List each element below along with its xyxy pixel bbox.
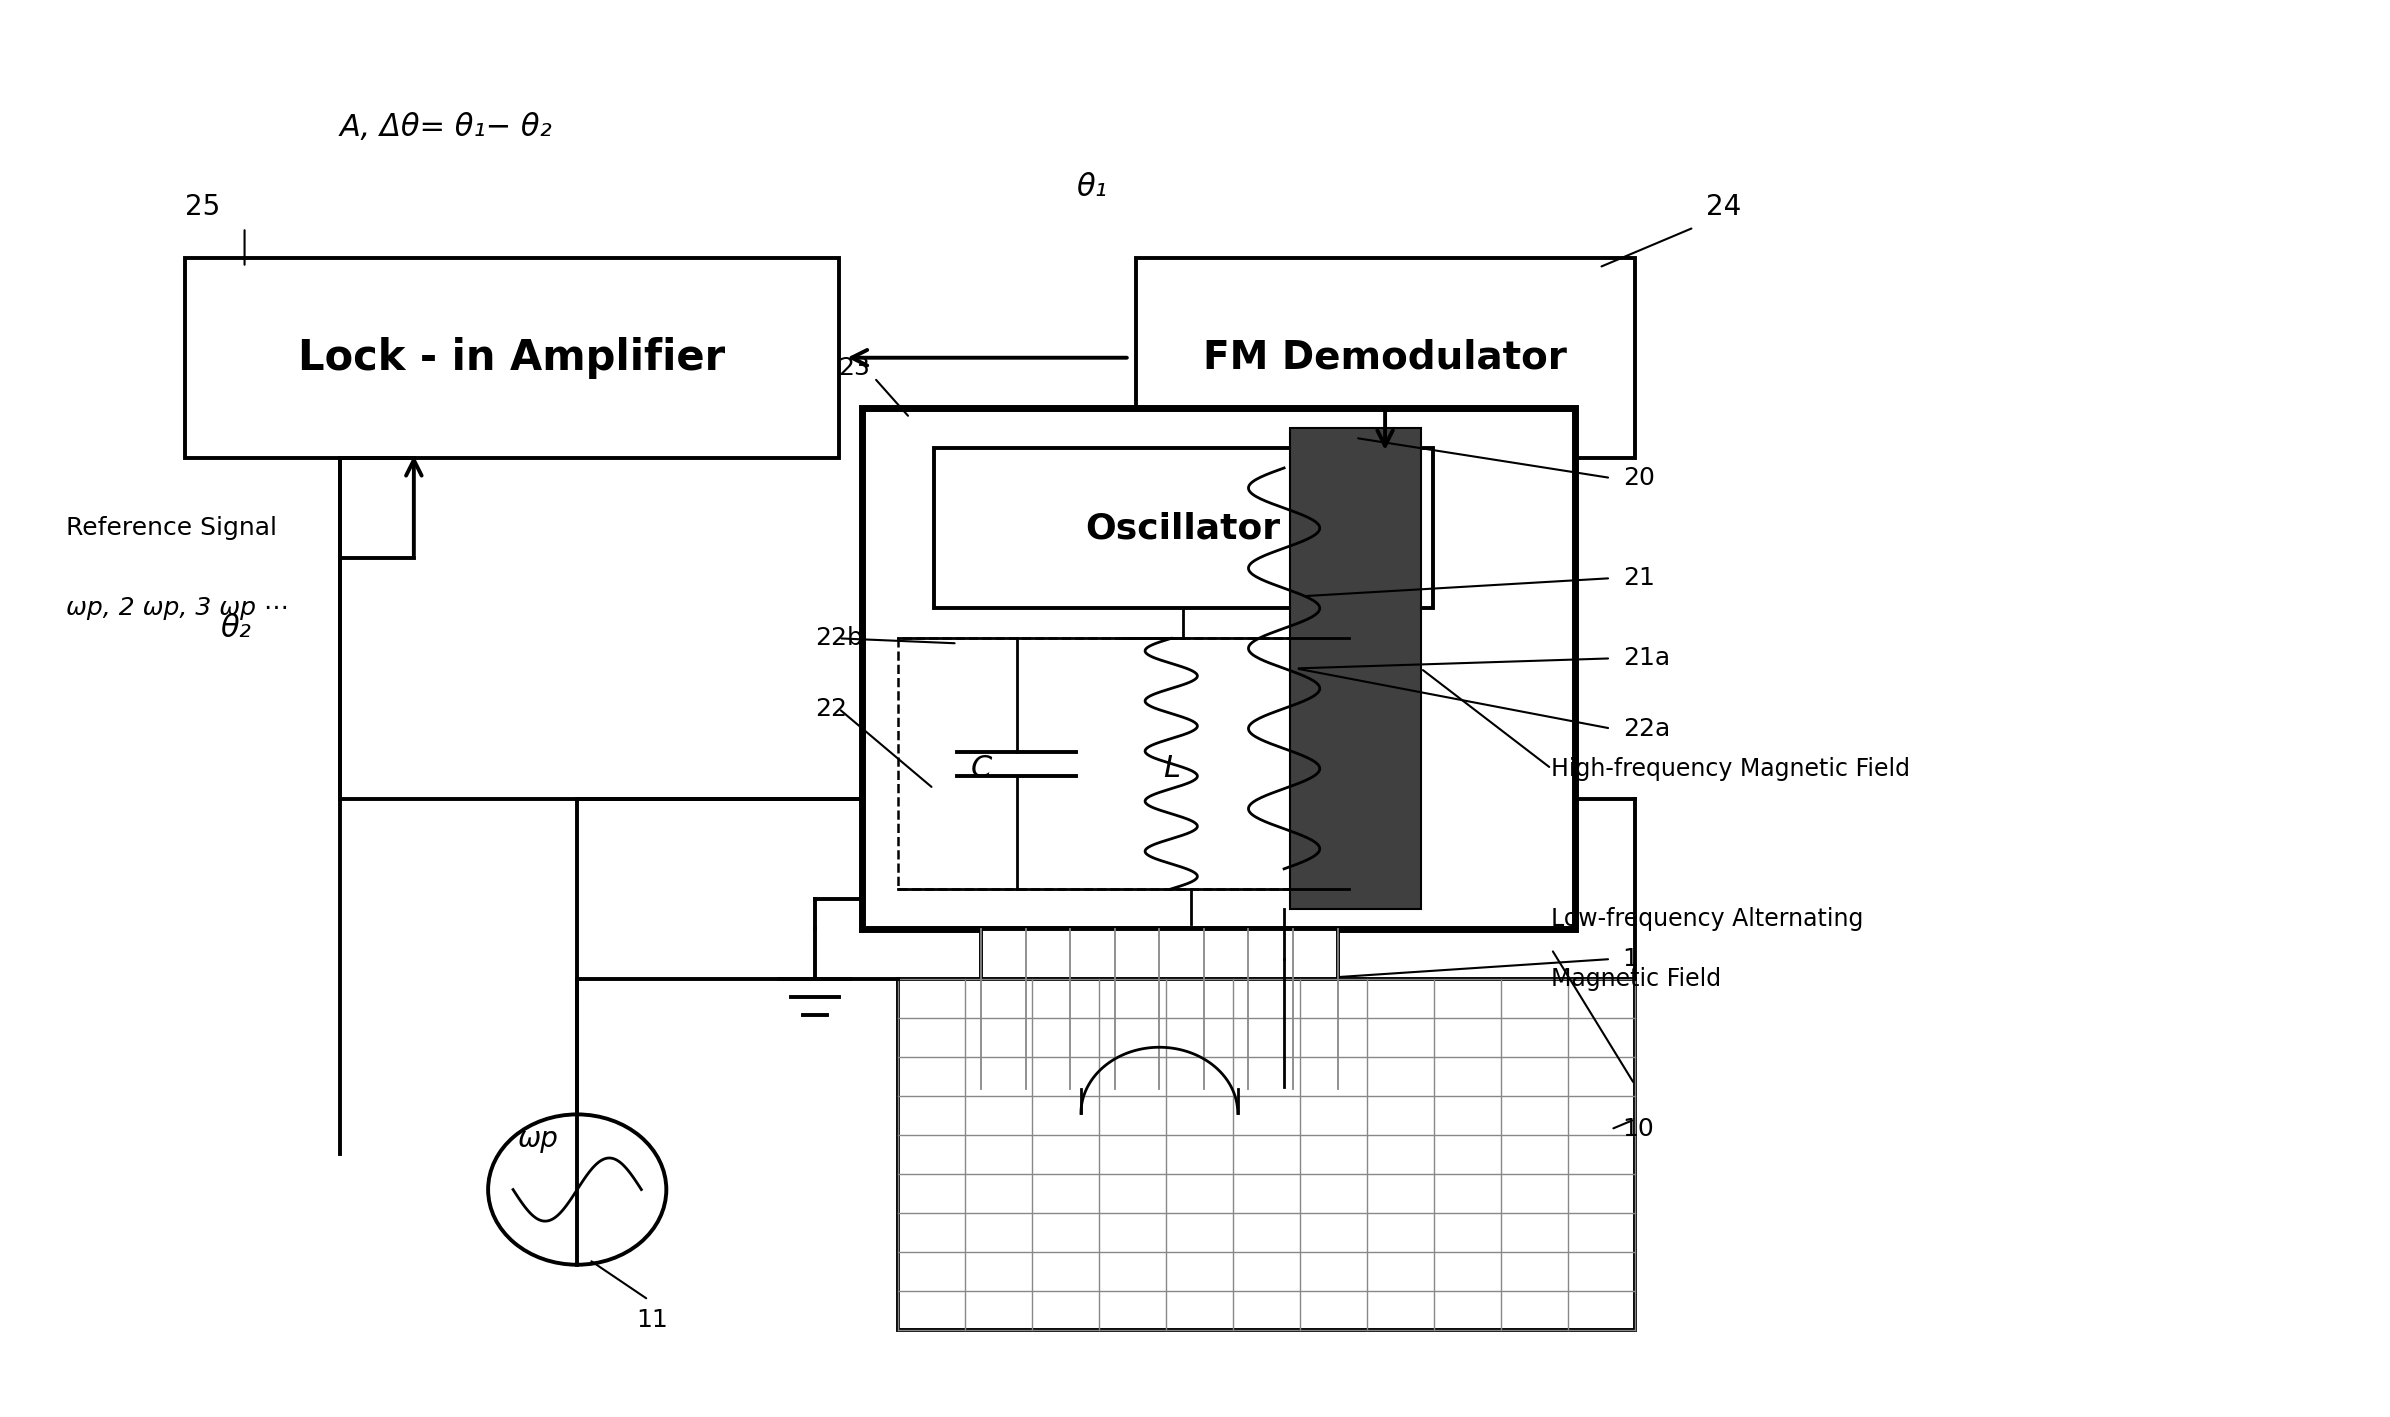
FancyBboxPatch shape <box>863 408 1575 930</box>
Text: A, Δθ= θ₁− θ₂: A, Δθ= θ₁− θ₂ <box>339 113 552 142</box>
Text: 22b: 22b <box>815 626 863 650</box>
Text: 1: 1 <box>1623 947 1640 971</box>
Text: 11: 11 <box>636 1308 669 1332</box>
FancyBboxPatch shape <box>184 258 839 458</box>
FancyBboxPatch shape <box>1135 258 1635 458</box>
Text: 20: 20 <box>1623 466 1654 490</box>
Text: 21a: 21a <box>1623 646 1671 670</box>
Text: Magnetic Field: Magnetic Field <box>1551 966 1721 990</box>
FancyBboxPatch shape <box>1291 428 1420 908</box>
Text: Lock - in Amplifier: Lock - in Amplifier <box>299 337 727 378</box>
Text: 22: 22 <box>815 697 846 720</box>
Text: FM Demodulator: FM Demodulator <box>1202 339 1568 377</box>
Text: θ₁: θ₁ <box>1076 173 1107 201</box>
Text: ωp: ωp <box>519 1125 559 1153</box>
Text: Reference Signal: Reference Signal <box>67 516 277 540</box>
Text: Oscillator: Oscillator <box>1085 512 1281 546</box>
FancyBboxPatch shape <box>899 979 1635 1331</box>
Text: 24: 24 <box>1706 193 1740 221</box>
Text: 25: 25 <box>184 193 220 221</box>
Text: θ₂: θ₂ <box>220 614 251 643</box>
Text: High-frequency Magnetic Field: High-frequency Magnetic Field <box>1551 757 1910 781</box>
FancyBboxPatch shape <box>934 448 1432 608</box>
Text: 22a: 22a <box>1623 717 1671 741</box>
Text: 21: 21 <box>1623 567 1654 591</box>
Text: ωp, 2 ωp, 3 ωp ⋯: ωp, 2 ωp, 3 ωp ⋯ <box>67 597 289 621</box>
Text: C: C <box>970 754 992 784</box>
Text: Low-frequency Alternating: Low-frequency Alternating <box>1551 907 1864 931</box>
FancyBboxPatch shape <box>982 930 1338 1090</box>
Text: 10: 10 <box>1623 1118 1654 1142</box>
Text: L: L <box>1164 754 1181 784</box>
FancyBboxPatch shape <box>899 638 1350 888</box>
Text: 23: 23 <box>839 356 870 380</box>
